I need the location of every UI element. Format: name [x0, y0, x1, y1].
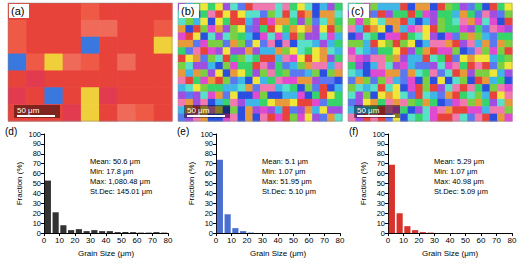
svg-text:0: 0 [381, 229, 385, 238]
svg-text:100: 100 [200, 130, 213, 139]
svg-text:St.Dec: 5.10 μm: St.Dec: 5.10 μm [262, 187, 316, 196]
svg-text:80: 80 [336, 236, 345, 245]
svg-text:70: 70 [205, 159, 213, 168]
svg-text:30: 30 [258, 236, 267, 245]
svg-text:30: 30 [205, 199, 213, 208]
svg-text:20: 20 [377, 209, 385, 218]
svg-text:Min: 17.8 μm: Min: 17.8 μm [90, 167, 134, 176]
svg-text:30: 30 [430, 236, 439, 245]
svg-text:80: 80 [33, 149, 41, 158]
svg-text:Max: 40.98 μm: Max: 40.98 μm [434, 177, 484, 186]
svg-text:30: 30 [33, 199, 41, 208]
svg-text:0: 0 [214, 236, 219, 245]
svg-text:0: 0 [386, 236, 391, 245]
svg-text:100: 100 [372, 130, 385, 139]
svg-text:70: 70 [148, 236, 157, 245]
svg-text:(e): (e) [177, 126, 189, 137]
svg-text:80: 80 [164, 236, 173, 245]
svg-text:Fraction (%): Fraction (%) [359, 161, 368, 205]
svg-text:0: 0 [209, 229, 213, 238]
svg-text:50 μm: 50 μm [357, 106, 380, 115]
svg-text:(a): (a) [11, 5, 24, 17]
svg-text:90: 90 [377, 139, 385, 148]
svg-text:40: 40 [274, 236, 283, 245]
svg-text:(d): (d) [5, 126, 17, 137]
svg-text:50: 50 [289, 236, 298, 245]
svg-text:70: 70 [492, 236, 501, 245]
svg-text:Grain Size (μm): Grain Size (μm) [422, 249, 479, 258]
svg-text:St.Dec: 145.01 μm: St.Dec: 145.01 μm [90, 187, 152, 196]
svg-text:50: 50 [205, 179, 213, 188]
svg-text:20: 20 [415, 236, 424, 245]
svg-text:30: 30 [86, 236, 95, 245]
svg-text:100: 100 [28, 130, 41, 139]
svg-text:50 μm: 50 μm [187, 106, 210, 115]
svg-text:St.Dec: 5.09 μm: St.Dec: 5.09 μm [434, 187, 488, 196]
svg-text:50: 50 [461, 236, 470, 245]
svg-text:60: 60 [377, 169, 385, 178]
svg-text:(c): (c) [351, 5, 364, 17]
svg-text:60: 60 [477, 236, 486, 245]
svg-text:40: 40 [446, 236, 455, 245]
svg-text:Fraction (%): Fraction (%) [187, 161, 196, 205]
svg-text:50: 50 [33, 179, 41, 188]
svg-text:10: 10 [205, 219, 213, 228]
svg-text:60: 60 [305, 236, 314, 245]
svg-text:80: 80 [205, 149, 213, 158]
svg-text:0: 0 [37, 229, 41, 238]
svg-text:60: 60 [33, 169, 41, 178]
svg-text:0: 0 [42, 236, 47, 245]
svg-text:50 μm: 50 μm [17, 106, 40, 115]
svg-text:50: 50 [377, 179, 385, 188]
svg-text:Grain Size (μm): Grain Size (μm) [78, 249, 135, 258]
svg-text:Mean: 50.6 μm: Mean: 50.6 μm [90, 157, 140, 166]
svg-text:Fraction (%): Fraction (%) [15, 161, 24, 205]
svg-text:10: 10 [399, 236, 408, 245]
svg-text:Min: 1.07 μm: Min: 1.07 μm [434, 167, 478, 176]
svg-text:10: 10 [33, 219, 41, 228]
svg-text:20: 20 [243, 236, 252, 245]
svg-text:80: 80 [377, 149, 385, 158]
svg-text:90: 90 [33, 139, 41, 148]
svg-text:60: 60 [133, 236, 142, 245]
svg-text:10: 10 [377, 219, 385, 228]
svg-text:40: 40 [33, 189, 41, 198]
svg-text:20: 20 [33, 209, 41, 218]
svg-text:70: 70 [377, 159, 385, 168]
svg-text:Max: 51.95 μm: Max: 51.95 μm [262, 177, 312, 186]
svg-text:(b): (b) [181, 5, 194, 17]
svg-text:Max: 1,080.48 μm: Max: 1,080.48 μm [90, 177, 150, 186]
svg-text:Mean: 5.1 μm: Mean: 5.1 μm [262, 157, 308, 166]
svg-text:(f): (f) [349, 126, 358, 137]
svg-text:Min: 1.07 μm: Min: 1.07 μm [262, 167, 306, 176]
svg-text:70: 70 [320, 236, 329, 245]
svg-text:20: 20 [71, 236, 80, 245]
svg-text:30: 30 [377, 199, 385, 208]
svg-text:70: 70 [33, 159, 41, 168]
svg-text:50: 50 [117, 236, 126, 245]
svg-text:20: 20 [205, 209, 213, 218]
svg-text:90: 90 [205, 139, 213, 148]
svg-text:80: 80 [508, 236, 517, 245]
svg-text:40: 40 [102, 236, 111, 245]
svg-text:60: 60 [205, 169, 213, 178]
svg-text:Mean: 5.29 μm: Mean: 5.29 μm [434, 157, 484, 166]
svg-text:Grain Size (μm): Grain Size (μm) [250, 249, 307, 258]
svg-text:10: 10 [227, 236, 236, 245]
svg-text:40: 40 [205, 189, 213, 198]
svg-text:40: 40 [377, 189, 385, 198]
svg-text:10: 10 [55, 236, 64, 245]
